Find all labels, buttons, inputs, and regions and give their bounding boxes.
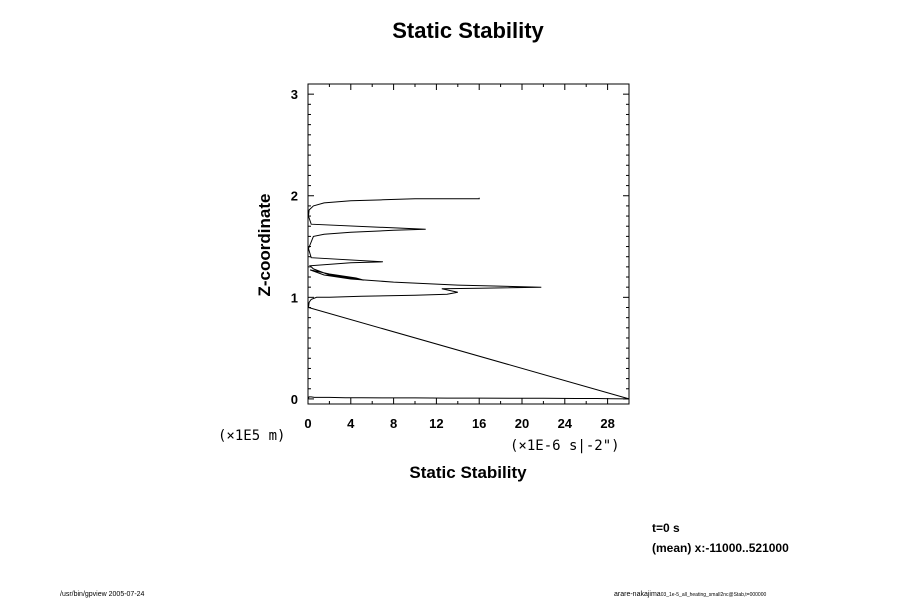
y-tick-label: 3 — [291, 87, 298, 102]
data-series-line — [307, 197, 630, 401]
x-tick-label: 16 — [472, 416, 486, 431]
footer-right: arare-nakajima03_1e-5_all_heating_small2… — [614, 591, 766, 598]
x-tick-label: 0 — [304, 416, 311, 431]
plot-frame — [307, 83, 630, 405]
x-tick-label: 28 — [600, 416, 614, 431]
y-unit-note: (×1E5 m) — [218, 428, 285, 444]
x-tick-label: 4 — [347, 416, 355, 431]
footer-left: /usr/bin/gpview 2005-07-24 — [60, 591, 145, 598]
x-unit-note: (×1E-6 s|-2") — [510, 438, 620, 454]
mean-range-annotation: (mean) x:-11000..521000 — [652, 541, 789, 555]
chart-title: Static Stability — [392, 18, 544, 43]
y-axis-label: Z-coordinate — [255, 194, 274, 297]
y-tick-label: 1 — [291, 290, 298, 305]
x-tick-label: 8 — [390, 416, 397, 431]
axis-ticks — [307, 84, 630, 404]
footer-right-sub: 03_1e-5_all_heating_small2nc@Stab,t=0000… — [661, 592, 767, 598]
x-tick-label: 20 — [515, 416, 529, 431]
x-axis-label: Static Stability — [409, 463, 527, 482]
y-tick-label: 2 — [291, 189, 298, 204]
time-annotation: t=0 s — [652, 521, 680, 535]
x-tick-label: 24 — [558, 416, 573, 431]
plot-area — [307, 197, 630, 401]
x-tick-label: 12 — [429, 416, 443, 431]
footer-right-main: arare-nakajima — [614, 591, 661, 598]
y-tick-label: 0 — [291, 392, 298, 407]
